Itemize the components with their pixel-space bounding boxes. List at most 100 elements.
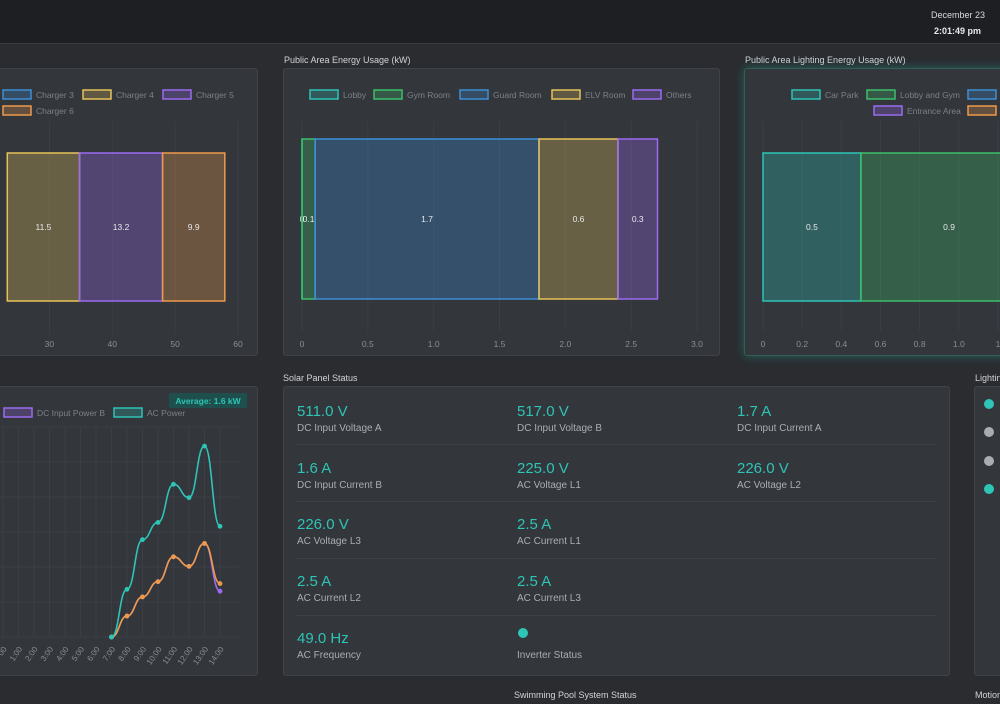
legend-label: Lobby: [343, 90, 367, 100]
metric-ac-voltage-l2: 226.0 V AC Voltage L2: [737, 460, 801, 491]
x-tick-label: 6:00: [85, 645, 102, 663]
metric-dc-input-voltage-b: 517.0 V DC Input Voltage B: [517, 403, 602, 434]
legend-swatch: [791, 89, 821, 100]
public-lighting-energy-card: 0 0.2 0.4 0.6 0.8 1.0 1 Car Park Lobby and Gym En…: [744, 68, 1000, 356]
legend-swatch: [967, 89, 997, 100]
average-badge-text: Average: 1.6 kW: [175, 396, 241, 406]
public-lighting-energy-chart: 0 0.2 0.4 0.6 0.8 1.0 1 Car Park Lobby and Gym En…: [761, 89, 1000, 349]
lighting-status-dot-icon: [984, 427, 994, 437]
legend-swatch: [632, 89, 662, 100]
x-tick-label: 0.6: [875, 339, 887, 349]
lighting-status-dot-icon: [984, 399, 994, 409]
solar-panel-status-card: 511.0 V DC Input Voltage A 517.0 V DC In…: [283, 386, 950, 676]
legend-swatch: [2, 105, 32, 116]
legend-label: AC Power: [147, 408, 185, 418]
legend-label: Charger 3: [36, 90, 74, 100]
header-time: 2:01:49 pm: [933, 26, 981, 36]
metric-ac-frequency: 49.0 Hz AC Frequency: [297, 630, 361, 661]
bar-segment: [860, 152, 1000, 302]
data-point: [155, 579, 161, 585]
metric-label: AC Current L2: [297, 593, 361, 604]
data-point: [140, 537, 145, 543]
data-point: [202, 443, 207, 449]
data-point: [171, 554, 176, 560]
metric-value: 1.6 A: [297, 460, 332, 477]
divider: [296, 615, 936, 616]
metric-value: 49.0 Hz: [297, 630, 349, 647]
x-tick-label: 13:00: [191, 645, 210, 667]
legend-swatch: [82, 89, 112, 100]
data-point: [186, 495, 192, 501]
x-tick-label: 1.0: [428, 339, 440, 349]
bar-segment: [617, 138, 659, 300]
legend-swatch: [309, 89, 339, 100]
metric-label: DC Input Current A: [737, 423, 822, 434]
x-tick-label: 3.0: [691, 339, 703, 349]
legend-label: Charger 4: [116, 90, 154, 100]
legend-swatch: [113, 407, 143, 418]
metric-value: 2.5 A: [517, 516, 552, 533]
data-point: [109, 634, 114, 640]
section-title-solar-panel-status: Solar Panel Status: [283, 373, 358, 383]
legend-swatch: [967, 105, 997, 116]
legend-swatch: [866, 89, 896, 100]
metric-value: 226.0 V: [297, 516, 349, 533]
public-area-energy-card: 0 0.5 1.0 1.5 2.0 2.5 3.0 Lobby Gym Room Guard Ro…: [283, 68, 720, 356]
bar-value-label: 1.7: [421, 214, 433, 224]
bar-segment: [161, 152, 226, 302]
metric-dc-input-current-b: 1.6 A DC Input Current B: [297, 460, 382, 491]
metric-value: 2.5 A: [297, 573, 332, 590]
x-tick-label: 0: [300, 339, 305, 349]
x-tick-label: 60: [233, 339, 243, 349]
metric-label: DC Input Voltage A: [297, 423, 382, 434]
metric-label: AC Voltage L1: [517, 480, 581, 491]
metric-value: 226.0 V: [737, 460, 789, 477]
metric-value: 2.5 A: [517, 573, 552, 590]
bar-value-label: 11.5: [35, 222, 51, 232]
legend-swatch: [459, 89, 489, 100]
metric-ac-current-l1: 2.5 A AC Current L1: [517, 516, 581, 547]
metric-label: DC Input Voltage B: [517, 423, 603, 434]
metric-dc-input-voltage-a: 511.0 V DC Input Voltage A: [297, 403, 382, 434]
lighting-card: [974, 386, 1000, 676]
bar-value-label: 13.2: [113, 222, 130, 232]
header-date: December 23: [930, 10, 985, 20]
divider: [296, 444, 936, 445]
legend-label: Car Park: [825, 90, 859, 100]
metric-dc-input-current-a: 1.7 A DC Input Current A: [737, 403, 821, 434]
section-title-public-lighting-energy: Public Area Lighting Energy Usage (kW): [745, 55, 906, 65]
power-line-chart: 00 1:00 2:00 3:00 4:00 5:00 6:00 7:00 8:00 9:0010…: [0, 393, 247, 667]
metric-value: 1.7 A: [737, 403, 772, 420]
x-tick-label: 0.5: [362, 339, 374, 349]
metric-label: AC Voltage L2: [737, 480, 801, 491]
data-point: [171, 481, 176, 487]
metric-ac-voltage-l3: 226.0 V AC Voltage L3: [297, 516, 361, 547]
legend-label: Others: [666, 90, 692, 100]
legend-label: Gym Room: [407, 90, 450, 100]
data-point: [202, 541, 207, 546]
legend-label: Lobby and Gym: [900, 90, 960, 100]
power-line-chart-card: 00 1:00 2:00 3:00 4:00 5:00 6:00 7:00 8:00 9:00 10…: [0, 386, 258, 676]
legend-swatch: [162, 89, 192, 100]
metric-label: AC Current L3: [517, 593, 581, 604]
x-tick-label: 4:00: [54, 645, 71, 663]
section-title-lighting: Lightin: [975, 373, 1000, 383]
x-tick-label: 00: [0, 645, 9, 658]
bar-segment: [78, 152, 164, 302]
bar-value-label: 0.9: [943, 222, 955, 232]
metric-ac-current-l2: 2.5 A AC Current L2: [297, 573, 361, 604]
public-area-energy-chart: 0 0.5 1.0 1.5 2.0 2.5 3.0 Lobby Gym Room Guard Ro…: [300, 89, 703, 349]
bar-segment: [762, 152, 862, 302]
bar-value-label: 0.5: [806, 222, 818, 232]
x-tick-label: 2:00: [23, 645, 40, 663]
lighting-status-dot-icon: [984, 484, 994, 494]
metric-ac-current-l3: 2.5 A AC Current L3: [517, 573, 581, 604]
bar-value-label: 0.1: [303, 214, 315, 224]
bar-value-label: 0.6: [573, 214, 585, 224]
metric-ac-voltage-l1: 225.0 V AC Voltage L1: [517, 460, 581, 491]
bar-segment: [538, 138, 619, 300]
data-point: [217, 523, 223, 529]
section-title-motion: Motion: [975, 690, 1000, 700]
divider: [296, 558, 936, 559]
data-point: [186, 563, 192, 569]
